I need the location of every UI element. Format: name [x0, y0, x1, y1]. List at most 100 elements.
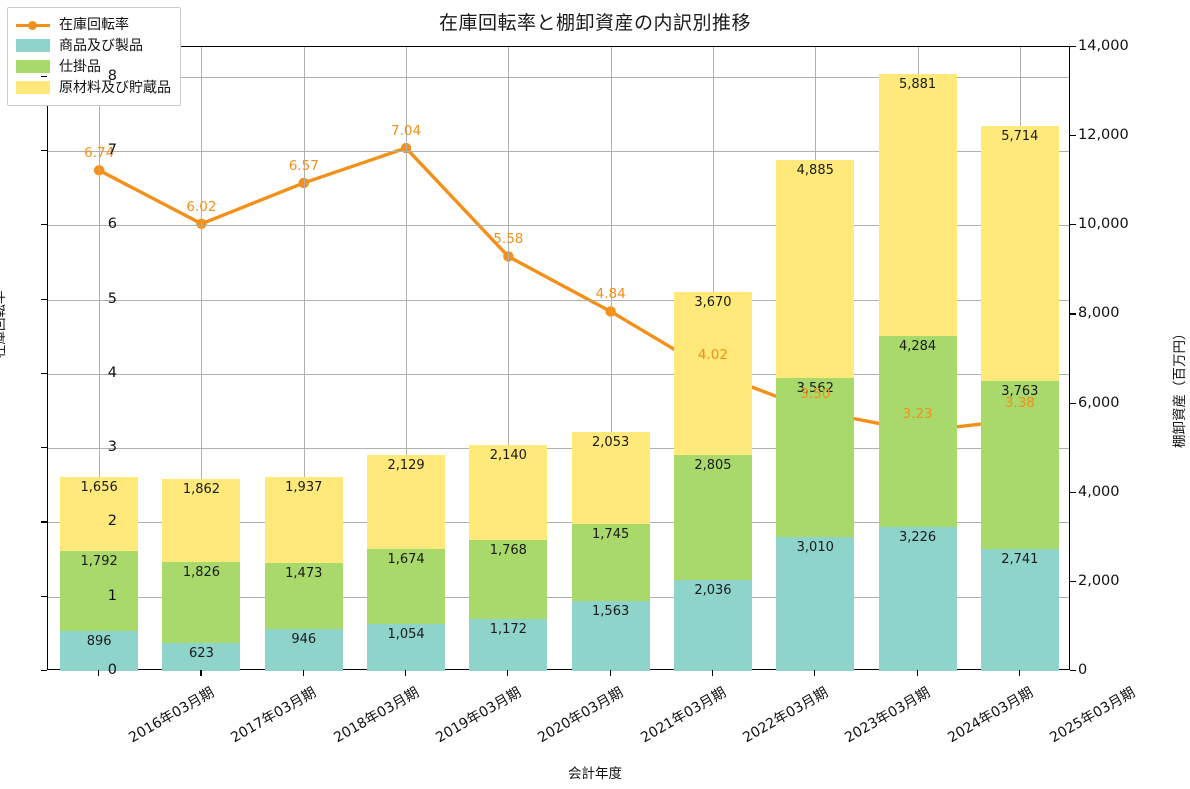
- y-axis-label-left: 在庫回転率: [0, 290, 8, 359]
- bar-value-label: 2,053: [592, 435, 630, 451]
- legend-item[interactable]: 仕掛品: [16, 56, 171, 77]
- legend-item[interactable]: 原材料及び貯蔵品: [16, 77, 171, 98]
- y-axis-tick-label-left: 6: [107, 216, 117, 233]
- y-axis-tick-label-right: 8,000: [1078, 305, 1120, 322]
- gridline-horizontal: [48, 596, 1069, 598]
- y-axis-tick-label-left: 4: [107, 364, 117, 381]
- y-axis-tick-mark-left: [41, 372, 47, 374]
- legend-color-swatch: [16, 81, 50, 94]
- bar-value-label: 1,937: [285, 479, 323, 495]
- x-axis-tick-mark: [609, 670, 611, 676]
- bar-segment: [469, 539, 548, 619]
- legend-item-label: 原材料及び貯蔵品: [59, 79, 171, 96]
- bar-value-label: 1,862: [182, 481, 221, 497]
- legend-item-label: 商品及び製品: [59, 37, 143, 54]
- line-value-label: 4.84: [595, 286, 626, 303]
- x-axis-tick-mark: [302, 670, 304, 676]
- y-axis-tick-mark-left: [41, 150, 47, 152]
- y-axis-tick-label-left: 2: [107, 513, 117, 530]
- line-value-label: 3.50: [800, 386, 831, 402]
- line-value-label: 7.04: [391, 123, 422, 140]
- y-axis-tick-mark-right: [1070, 313, 1076, 315]
- x-axis-tick-label: 2018年03月期: [331, 684, 422, 747]
- line-value-label: 3.23: [902, 406, 933, 423]
- bar-segment: [673, 580, 752, 671]
- y-axis-tick-mark-right: [1070, 402, 1076, 404]
- y-axis-tick-label-right: 2,000: [1078, 572, 1120, 589]
- gridline-vertical: [303, 47, 305, 669]
- page-title: 在庫回転率と棚卸資産の内訳別推移: [438, 12, 751, 34]
- line-value-label: 6.74: [84, 145, 115, 162]
- bar-segment: [980, 548, 1059, 671]
- y-axis-tick-mark-right: [1070, 135, 1076, 137]
- bar-value-label: 1,656: [80, 480, 118, 496]
- bar-value-label: 1,473: [285, 566, 323, 582]
- bar-value-label: 1,792: [80, 554, 118, 570]
- gridline-vertical: [610, 47, 612, 669]
- bar-value-label: 3,226: [898, 530, 937, 546]
- y-axis-tick-label-right: 4,000: [1078, 483, 1120, 500]
- bar-segment: [60, 551, 139, 632]
- legend-item-label: 在庫回転率: [59, 16, 129, 33]
- y-axis-tick-mark-right: [1070, 224, 1076, 226]
- x-axis-tick-label: 2025年03月期: [1047, 684, 1138, 747]
- bar-segment: [776, 160, 855, 379]
- line-value-label: 5.58: [493, 231, 524, 248]
- gridline-vertical: [201, 47, 203, 669]
- bar-segment: [980, 126, 1059, 382]
- line-value-label: 3.38: [1004, 394, 1035, 411]
- y-axis-tick-label-left: 7: [107, 142, 117, 158]
- gridline-horizontal: [48, 522, 1069, 524]
- bar-segment: [571, 523, 650, 602]
- bar-segment: [367, 454, 446, 550]
- bar-segment: [162, 561, 241, 644]
- bar-value-label: 1,674: [387, 552, 425, 568]
- x-axis-tick-mark: [916, 670, 918, 676]
- bar-segment: [571, 432, 650, 524]
- legend-item[interactable]: 商品及び製品: [16, 35, 171, 56]
- gridline-horizontal: [48, 225, 1069, 227]
- y-axis-tick-mark-left: [41, 447, 47, 449]
- bar-value-label: 2,805: [694, 458, 732, 474]
- bar-segment: [264, 563, 343, 629]
- y-axis-tick-mark-right: [1070, 491, 1076, 493]
- bar-value-label: 3,010: [796, 539, 834, 555]
- legend-item-label: 仕掛品: [59, 58, 101, 75]
- bar-value-label: 4,284: [898, 339, 937, 355]
- bar-segment: [673, 291, 752, 456]
- y-axis-tick-label-right: 14,000: [1078, 38, 1129, 54]
- bar-value-label: 2,741: [1001, 551, 1039, 567]
- bar-value-label: 623: [189, 646, 214, 662]
- line-value-label: 6.02: [186, 198, 217, 215]
- bar-segment: [162, 643, 241, 671]
- x-axis-tick-label: 2021年03月期: [637, 684, 729, 747]
- bar-segment: [367, 549, 446, 625]
- legend-item[interactable]: 在庫回転率: [16, 14, 171, 35]
- y-axis-tick-mark-right: [1070, 46, 1076, 48]
- bar-segment: [776, 378, 855, 537]
- gridline-vertical: [99, 47, 101, 669]
- x-axis-tick-label: 2017年03月期: [228, 684, 320, 747]
- y-axis-tick-label-left: 8: [107, 67, 117, 84]
- bar-segment: [980, 381, 1059, 549]
- bar-value-label: 2,140: [489, 447, 527, 463]
- bar-segment: [264, 628, 343, 671]
- x-axis-tick-label: 2016年03月期: [126, 684, 218, 747]
- bar-value-label: 2,129: [387, 457, 425, 473]
- x-axis-tick-mark: [405, 670, 407, 676]
- y-axis-tick-label-right: 12,000: [1078, 127, 1129, 144]
- bar-segment: [162, 478, 241, 562]
- y-axis-tick-mark-left: [41, 224, 47, 226]
- y-axis-tick-mark-left: [41, 670, 47, 672]
- x-axis-tick-mark: [711, 670, 714, 676]
- bar-value-label: 1,768: [489, 542, 527, 558]
- x-axis-tick-mark: [1018, 670, 1020, 676]
- bar-segment: [264, 476, 343, 564]
- gridline-vertical: [508, 47, 510, 669]
- bar-segment: [878, 74, 957, 337]
- x-axis-tick-label: 2019年03月期: [433, 684, 524, 747]
- bar-value-label: 1,826: [182, 564, 221, 580]
- x-axis-label: 会計年度: [568, 766, 622, 782]
- y-axis-tick-label-right: 0: [1078, 662, 1088, 678]
- bar-segment: [469, 444, 548, 540]
